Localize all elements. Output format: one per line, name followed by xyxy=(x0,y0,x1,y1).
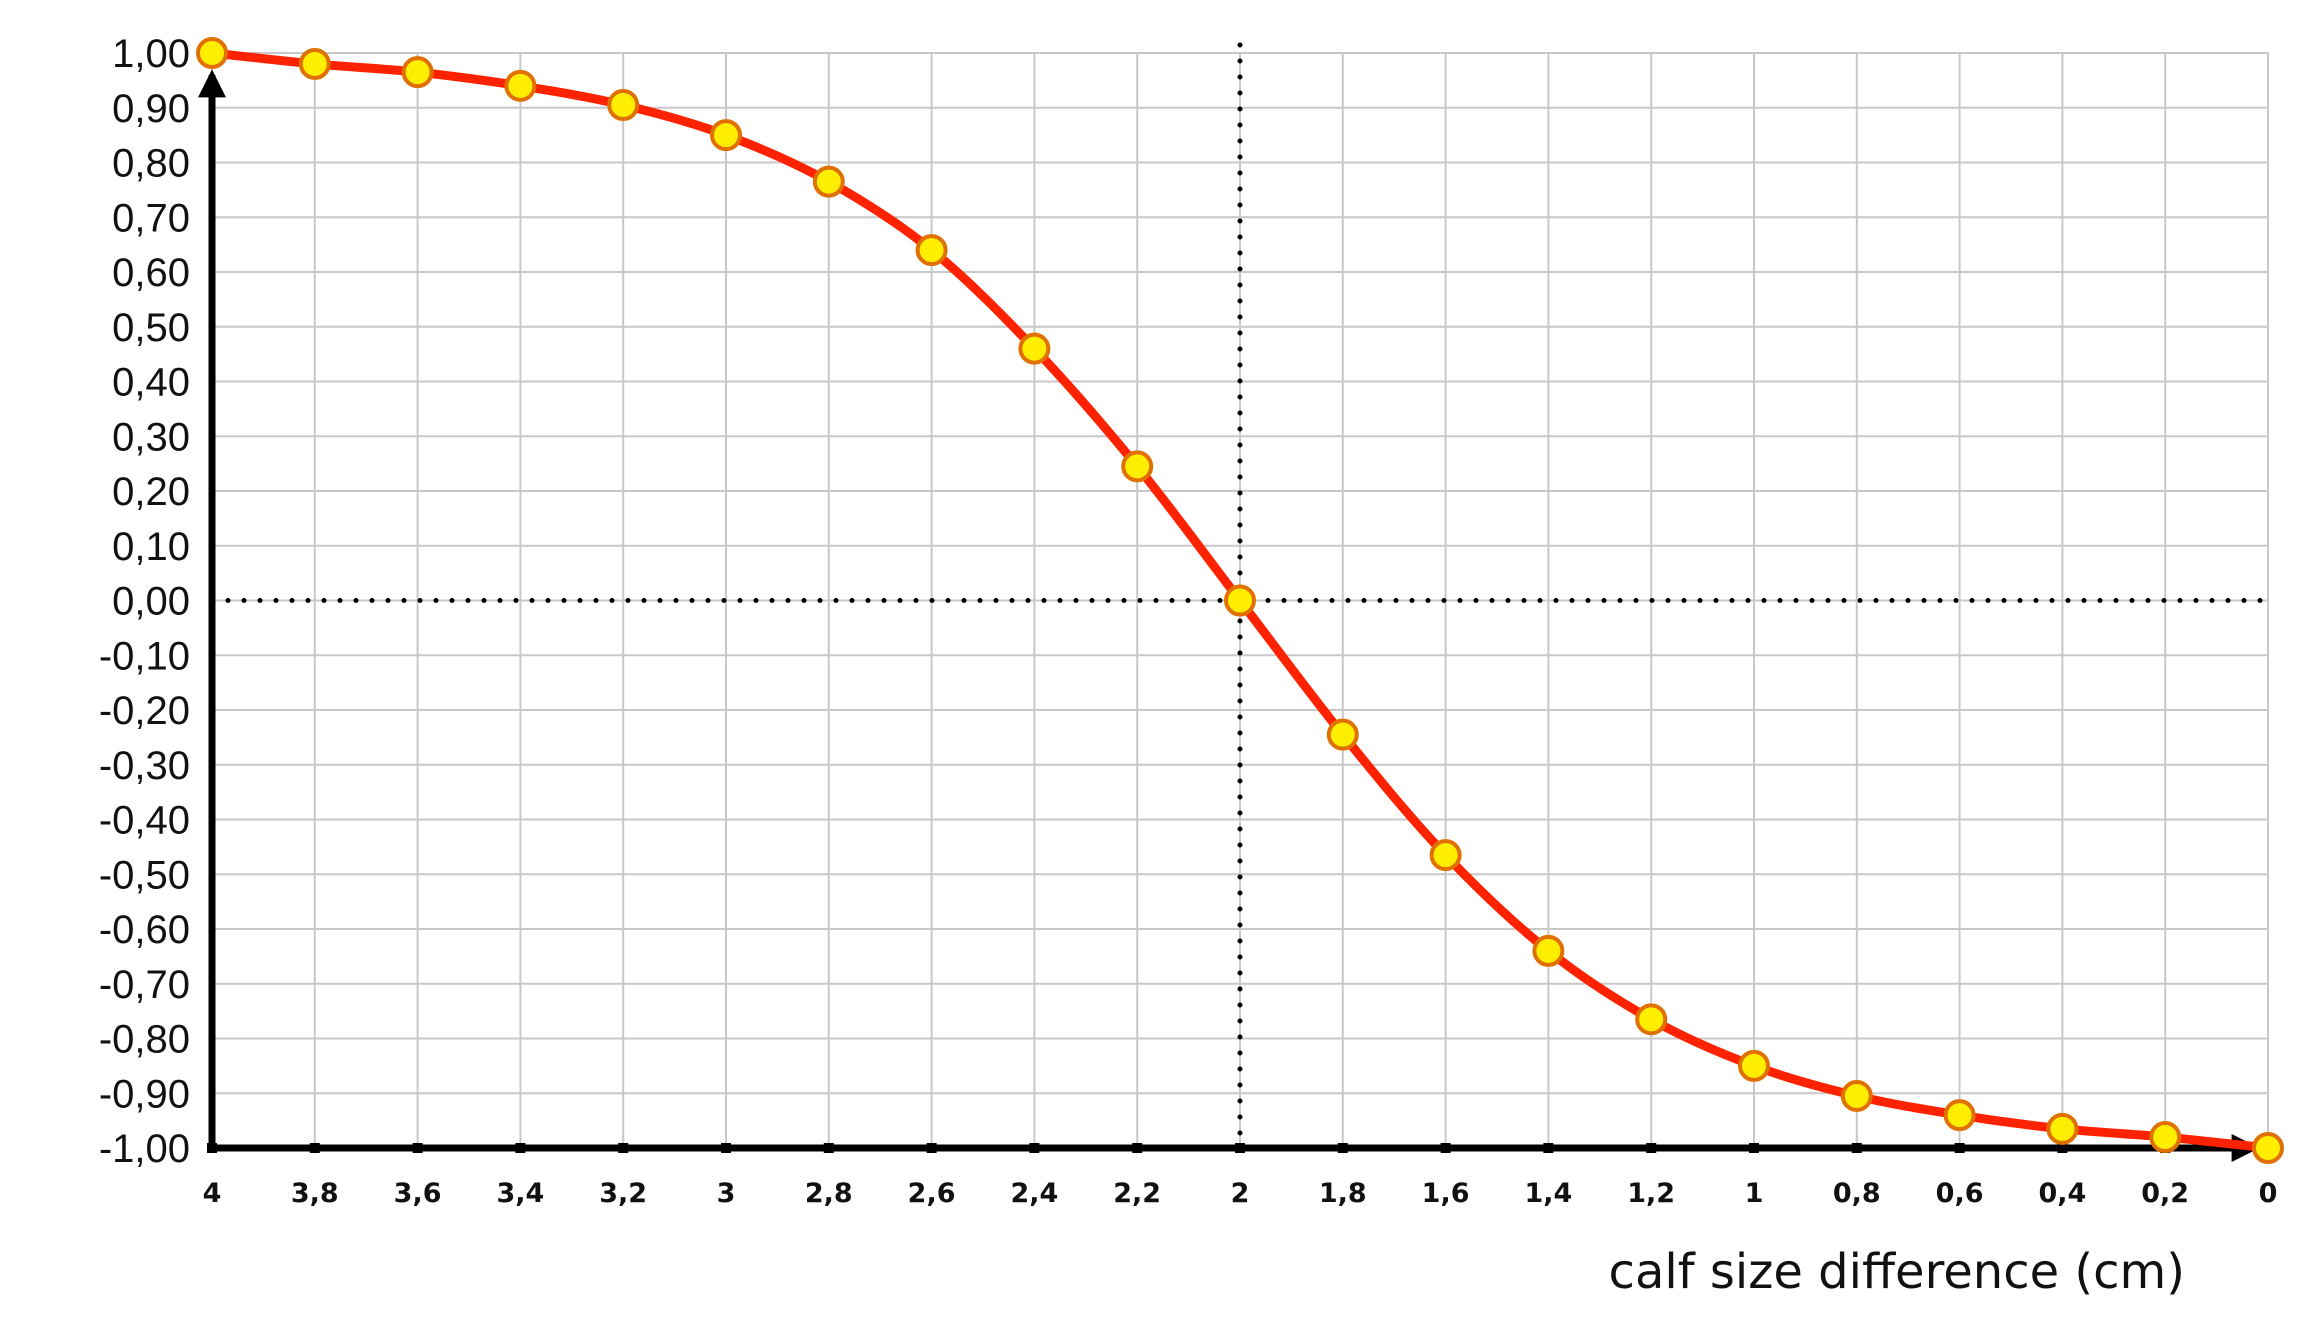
x-tick-label: 2,4 xyxy=(1010,1178,1058,1209)
y-tick-label: -0,40 xyxy=(99,799,190,843)
data-point xyxy=(1018,332,1051,365)
y-tick-label: 0,60 xyxy=(112,251,190,295)
y-tick-label: -0,20 xyxy=(99,689,190,733)
data-point xyxy=(504,69,537,102)
x-axis-label: calf size difference (cm) xyxy=(1609,1244,2185,1300)
y-tick-label: 0,50 xyxy=(112,306,190,350)
data-point xyxy=(1943,1099,1976,1132)
y-tick-label: 0,40 xyxy=(112,361,190,405)
data-point xyxy=(1635,1003,1668,1036)
y-tick-label: -0,80 xyxy=(99,1018,190,1062)
x-tick-label: 1,6 xyxy=(1422,1178,1470,1209)
x-tick-mark xyxy=(1749,1143,1759,1153)
x-tick-label: 0,6 xyxy=(1936,1178,1984,1209)
x-tick-mark xyxy=(207,1143,217,1153)
y-tick-label: 0,90 xyxy=(112,87,190,131)
y-tick-label: -0,50 xyxy=(99,853,190,897)
x-tick-mark xyxy=(1132,1143,1143,1153)
x-tick-mark xyxy=(721,1143,731,1153)
x-tick-mark xyxy=(823,1143,834,1153)
y-tick-label: 0,00 xyxy=(112,580,190,624)
data-point xyxy=(1429,839,1462,872)
y-tick-label: -0,10 xyxy=(99,634,190,678)
x-tick-mark xyxy=(926,1143,937,1153)
y-tick-label: -0,30 xyxy=(99,744,190,788)
axes xyxy=(198,69,2273,1162)
x-tick-label: 0 xyxy=(2259,1178,2278,1209)
data-point xyxy=(1326,718,1359,751)
y-tick-label: 0,10 xyxy=(112,525,190,569)
x-tick-mark xyxy=(412,1143,423,1153)
x-tick-mark xyxy=(2057,1143,2068,1153)
data-point xyxy=(607,89,640,122)
x-tick-label: 2,6 xyxy=(908,1178,956,1209)
x-tick-label: 1,2 xyxy=(1627,1178,1675,1209)
x-tick-label: 4 xyxy=(203,1178,222,1209)
reference-lines xyxy=(209,42,2271,1151)
x-tick-label: 2 xyxy=(1231,1178,1250,1209)
data-point xyxy=(915,234,948,267)
data-point xyxy=(1532,934,1565,967)
y-tick-labels: 1,00 0,90 0,80 0,70 0,60 0,50 0,40 0,30 0,20 0,10… xyxy=(99,32,190,1171)
data-point xyxy=(196,37,228,69)
y-tick-label: 0,30 xyxy=(112,415,190,459)
x-tick-label: 3,6 xyxy=(394,1178,442,1209)
x-tick-label: 2,8 xyxy=(805,1178,853,1209)
x-tick-mark xyxy=(309,1143,320,1153)
x-tick-mark xyxy=(1440,1143,1451,1153)
data-point xyxy=(298,47,331,80)
x-tick-label: 3 xyxy=(717,1178,736,1209)
x-tick-mark xyxy=(618,1143,629,1153)
x-tick-label: 3,4 xyxy=(496,1178,544,1209)
x-tick-label: 3,2 xyxy=(599,1178,647,1209)
data-point xyxy=(1224,584,1256,617)
data-point xyxy=(401,56,434,89)
x-tick-label: 1,8 xyxy=(1319,1178,1367,1209)
y-tick-label: -0,90 xyxy=(99,1072,190,1116)
data-point xyxy=(710,119,742,152)
y-tick-label: 1,00 xyxy=(112,32,190,76)
x-tick-label: 2,2 xyxy=(1113,1178,1161,1209)
x-tick-mark xyxy=(515,1143,526,1153)
y-tick-label: -0,70 xyxy=(99,963,190,1007)
y-tick-label: -0,60 xyxy=(99,908,190,952)
data-point xyxy=(2046,1112,2079,1145)
x-tick-mark xyxy=(1029,1143,1040,1153)
x-tick-label: 0,4 xyxy=(2038,1178,2086,1209)
y-tick-label: -1,00 xyxy=(99,1127,190,1171)
x-tick-label: 1 xyxy=(1745,1178,1764,1209)
series xyxy=(196,37,2284,1164)
data-point xyxy=(812,165,845,198)
x-tick-mark xyxy=(1235,1143,1245,1153)
y-tick-label: 0,70 xyxy=(112,196,190,240)
y-tick-label: 0,80 xyxy=(112,142,190,186)
x-tick-labels: 4 3,8 3,6 3,4 3,2 3 2,8 2,6 2,4 2,2 2 1,8 1,6 1,4 1,2 1… xyxy=(203,1178,2278,1209)
x-tick-label: 0,8 xyxy=(1833,1178,1881,1209)
data-point xyxy=(1121,450,1154,483)
y-tick-label: 0,20 xyxy=(112,470,190,514)
data-point xyxy=(2252,1132,2284,1164)
x-tick-label: 0,2 xyxy=(2141,1178,2189,1209)
x-tick-mark xyxy=(1954,1143,1965,1153)
x-tick-mark xyxy=(1543,1143,1554,1153)
x-tick-mark xyxy=(1337,1143,1348,1153)
data-point xyxy=(2149,1121,2182,1154)
x-tick-label: 1,4 xyxy=(1524,1178,1572,1209)
x-tick-mark xyxy=(1646,1143,1657,1153)
data-point xyxy=(1840,1079,1873,1112)
x-tick-label: 3,8 xyxy=(291,1178,339,1209)
data-point xyxy=(1738,1049,1770,1082)
x-tick-mark xyxy=(1851,1143,1862,1153)
